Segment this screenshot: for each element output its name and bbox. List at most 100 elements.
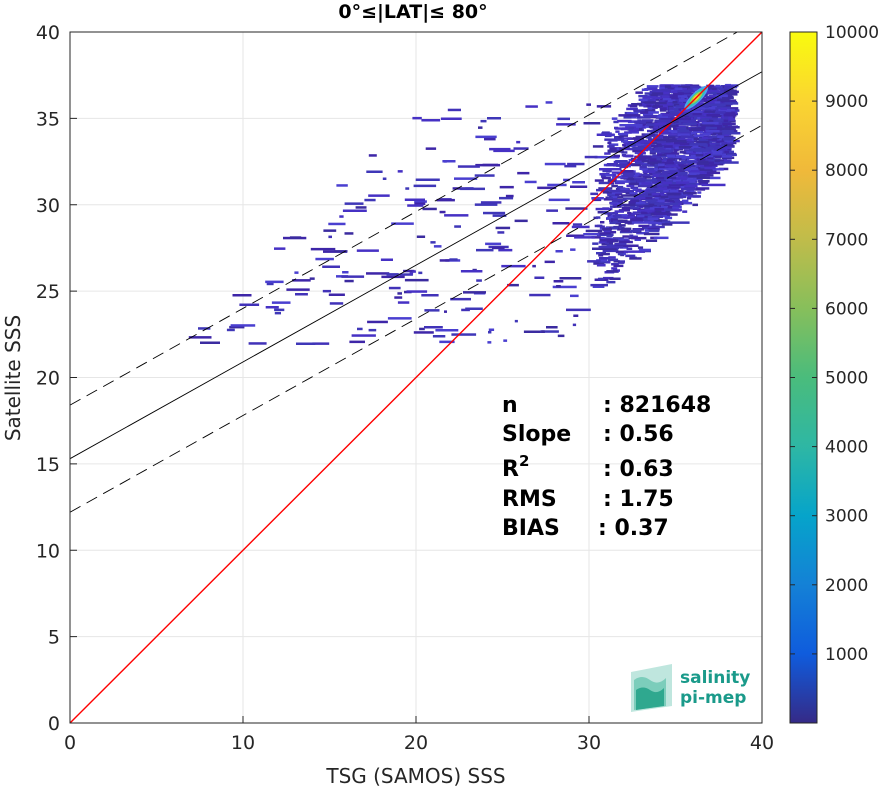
density-cell (613, 260, 620, 263)
density-cell (706, 119, 715, 123)
density-cell (696, 176, 710, 180)
density-cell (670, 130, 678, 133)
density-cell (665, 127, 672, 130)
density-cell (684, 166, 691, 169)
density-cell (672, 137, 684, 140)
density-cell (607, 150, 624, 153)
density-cell (703, 105, 709, 108)
x-tick-label: 10 (231, 732, 255, 754)
density-cell (723, 89, 737, 92)
density-cell (634, 121, 646, 124)
density-cell (653, 188, 663, 191)
density-cell (690, 190, 695, 193)
density-cell (440, 117, 462, 120)
density-cell (623, 116, 632, 119)
density-cell (647, 106, 658, 109)
density-cell (632, 149, 644, 153)
density-cell (682, 210, 688, 213)
density-cell (622, 144, 628, 147)
density-cell (669, 106, 674, 110)
density-cell (600, 221, 605, 224)
density-cell (697, 191, 702, 194)
density-cell (619, 134, 628, 137)
density-cell (638, 140, 652, 143)
x-tick-label: 30 (577, 732, 601, 754)
density-cell (584, 155, 598, 159)
density-cell (336, 184, 348, 187)
density-cell (611, 267, 618, 270)
density-cell (655, 146, 664, 150)
density-cell (667, 103, 679, 106)
density-cell (545, 101, 553, 104)
density-cell (701, 164, 713, 167)
density-cell (616, 205, 622, 208)
density-cell (689, 178, 697, 181)
density-cell (637, 194, 644, 197)
density-cell (676, 176, 687, 179)
one-to-one-line (70, 32, 762, 723)
density-cell (654, 138, 677, 142)
density-cell (603, 237, 613, 241)
density-cell (628, 235, 638, 238)
density-cell (639, 155, 652, 159)
density-cell (556, 123, 576, 126)
density-cell (497, 231, 505, 234)
density-cell (368, 194, 390, 197)
density-cell (636, 179, 646, 183)
density-cell (652, 172, 661, 176)
density-cell (651, 225, 665, 229)
density-cell (406, 290, 428, 293)
density-cell (415, 178, 440, 181)
density-cell (608, 256, 616, 259)
stat-n-label: n (502, 393, 518, 418)
density-cell (717, 153, 727, 156)
density-cell (637, 246, 644, 249)
density-cell (656, 115, 668, 118)
density-cell (683, 175, 698, 178)
density-cell (525, 105, 538, 108)
density-cell (666, 139, 687, 143)
density-cell (618, 114, 641, 117)
density-cell (619, 165, 628, 169)
density-cell (552, 222, 570, 225)
colorbar: 1000 2000 3000 4000 5000 6000 7000 8000 9000 1000… (789, 23, 879, 724)
density-cell (663, 186, 671, 189)
density-cell (660, 195, 670, 199)
density-cell (629, 104, 638, 108)
density-cell (696, 162, 710, 165)
density-cell (693, 104, 705, 108)
density-cell (664, 221, 690, 224)
density-cell (682, 160, 696, 164)
density-cell (628, 201, 637, 204)
density-cell (725, 112, 734, 115)
colorbar-tick-label: 10000 (825, 23, 879, 43)
density-cell (673, 93, 679, 96)
density-cell (724, 133, 730, 137)
density-cell (715, 142, 723, 145)
density-cell (274, 247, 286, 250)
density-cell (725, 119, 736, 123)
density-cell (617, 261, 625, 264)
density-cell (555, 250, 563, 253)
density-cell (669, 181, 680, 185)
density-cell (454, 225, 461, 228)
density-cell (620, 170, 634, 173)
density-cell (451, 333, 477, 336)
density-cell (597, 211, 606, 214)
density-cell (716, 130, 726, 133)
density-cell (421, 294, 439, 297)
density-cell (708, 100, 716, 104)
density-cell (645, 199, 653, 202)
y-tick-label: 20 (36, 368, 60, 390)
density-cell (686, 183, 697, 186)
density-cell (624, 131, 632, 134)
density-cell (566, 308, 591, 312)
stats-box: n : 821648 Slope : 0.56 R2 : 0.63 RMS : … (502, 393, 711, 541)
colorbar-tick-label: 1000 (825, 645, 868, 665)
density-cell (625, 191, 631, 195)
density-cell (642, 193, 648, 196)
density-cell (334, 250, 348, 253)
density-cell (634, 172, 640, 176)
density-cell (552, 285, 577, 289)
density-cell (710, 98, 720, 101)
